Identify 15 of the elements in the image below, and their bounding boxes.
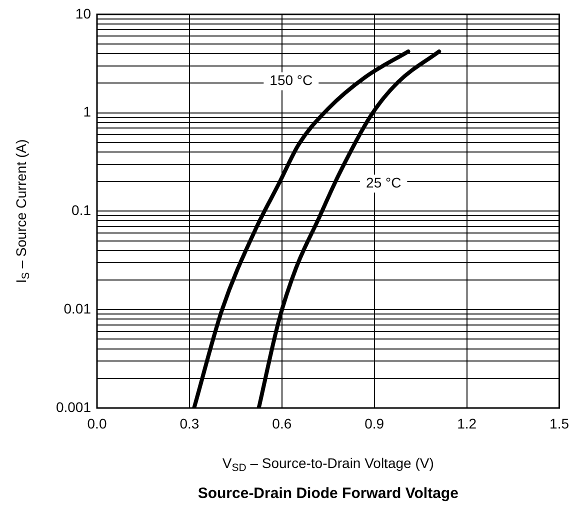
y-tick-label: 0.001 (56, 398, 92, 415)
y-tick-label: 0.01 (64, 300, 92, 316)
text: Source-Drain Diode Forward Voltage (198, 485, 458, 502)
y-axis-title: IS – Source Current (A) (12, 139, 32, 284)
x-tick-label: 1.5 (550, 415, 570, 432)
series-label: 25 °C (366, 174, 402, 191)
x-tick-label: 0.9 (364, 415, 384, 432)
x-tick-label: 0.3 (180, 415, 200, 432)
x-tick-label: 0.6 (272, 415, 292, 432)
y-tick-label: 10 (75, 5, 92, 22)
x-tick-label: 0.0 (87, 415, 107, 432)
y-tick-label: 1 (83, 104, 92, 120)
series-label: 150 °C (270, 72, 313, 88)
x-tick-label: 1.2 (457, 415, 477, 432)
y-tick-label: 0.1 (72, 202, 92, 218)
